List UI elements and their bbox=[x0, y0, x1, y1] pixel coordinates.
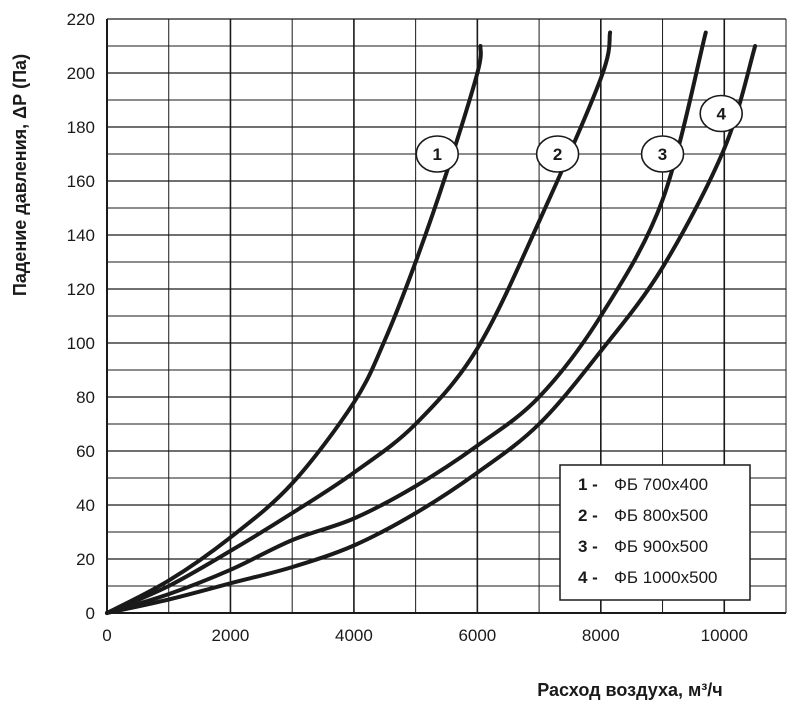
series-line-1 bbox=[105, 44, 483, 615]
x-tick-label: 4000 bbox=[335, 626, 373, 645]
y-tick-label: 200 bbox=[67, 64, 95, 83]
legend-entry-number: 4 - bbox=[578, 568, 598, 587]
series-line-4 bbox=[105, 44, 758, 615]
legend-entry-label: ФБ 800х500 bbox=[614, 506, 708, 525]
y-tick-label: 140 bbox=[67, 226, 95, 245]
y-tick-label: 180 bbox=[67, 118, 95, 137]
legend: 1 - ФБ 700х400 2 - ФБ 800х500 3 - ФБ 900х500 4… bbox=[559, 464, 751, 601]
legend-entry-label: ФБ 900х500 bbox=[614, 537, 708, 556]
tick-labels: 0 2000 4000 6000 8000 10000 0 20 40 60 80 100 120 140… bbox=[67, 10, 748, 645]
curve-marker-label: 1 bbox=[433, 145, 442, 164]
curve-marker-circle bbox=[415, 135, 460, 173]
x-tick-label: 10000 bbox=[701, 626, 748, 645]
legend-entry-2: 2 - ФБ 800х500 bbox=[578, 506, 708, 525]
legend-entry-number: 2 - bbox=[578, 506, 598, 525]
series-line-2 bbox=[105, 30, 613, 615]
x-tick-label: 0 bbox=[102, 626, 111, 645]
y-tick-label: 160 bbox=[67, 172, 95, 191]
curve-marker-label: 2 bbox=[553, 145, 562, 164]
legend-box bbox=[559, 464, 751, 601]
x-tick-label: 6000 bbox=[458, 626, 496, 645]
curve-marker-3: 3 bbox=[640, 135, 685, 173]
x-tick-label: 2000 bbox=[212, 626, 250, 645]
curve-marker-1: 1 bbox=[415, 135, 460, 173]
series-line-3 bbox=[105, 30, 708, 615]
legend-entry-3: 3 - ФБ 900х500 bbox=[578, 537, 708, 556]
y-tick-label: 0 bbox=[86, 604, 95, 623]
y-tick-label: 120 bbox=[67, 280, 95, 299]
legend-entry-1: 1 - ФБ 700х400 bbox=[578, 475, 708, 494]
curve-marker-circle bbox=[640, 135, 685, 173]
series-markers: 1 2 3 4 bbox=[415, 94, 743, 173]
legend-entry-label: ФБ 700х400 bbox=[614, 475, 708, 494]
curve-marker-2: 2 bbox=[535, 135, 580, 173]
legend-entry-4: 4 - ФБ 1000х500 bbox=[578, 568, 718, 587]
legend-entry-number: 3 - bbox=[578, 537, 598, 556]
curve-marker-4: 4 bbox=[699, 94, 743, 133]
x-axis-title: Расход воздуха, м³/ч bbox=[537, 680, 723, 700]
y-tick-label: 100 bbox=[67, 334, 95, 353]
y-axis-title: Падение давления, ΔР (Па) bbox=[10, 54, 30, 296]
legend-entry-label: ФБ 1000х500 bbox=[614, 568, 718, 587]
y-tick-label: 60 bbox=[76, 442, 95, 461]
y-tick-label: 80 bbox=[76, 388, 95, 407]
y-tick-label: 40 bbox=[76, 496, 95, 515]
curve-marker-circle bbox=[535, 135, 580, 173]
y-tick-label: 20 bbox=[76, 550, 95, 569]
curve-marker-circle bbox=[699, 94, 743, 133]
legend-entry-number: 1 - bbox=[578, 475, 598, 494]
x-tick-label: 8000 bbox=[582, 626, 620, 645]
curve-marker-label: 4 bbox=[716, 105, 726, 124]
curve-marker-label: 3 bbox=[658, 145, 667, 164]
y-tick-label: 220 bbox=[67, 10, 95, 29]
